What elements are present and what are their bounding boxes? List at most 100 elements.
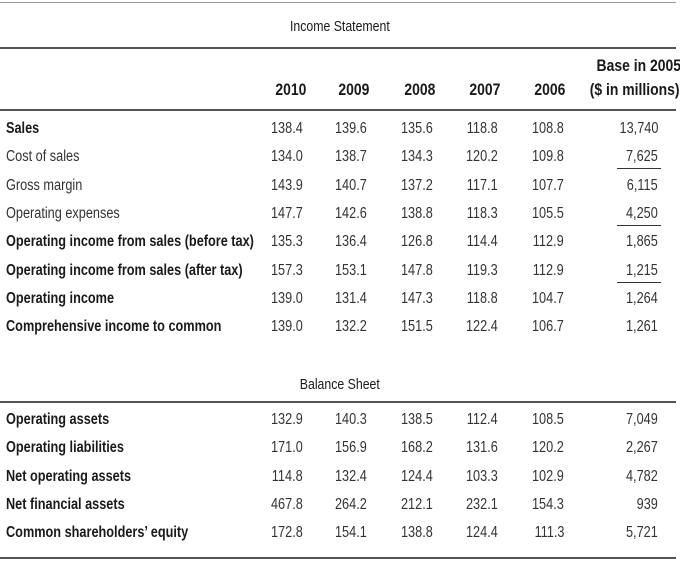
value-cell: 147.3 [401,289,433,307]
column-header-2010: 2010 [275,80,307,99]
value-cell: 103.3 [466,467,498,485]
value-cell: 131.4 [335,289,367,307]
table-row: Operating liabilities 171.0 156.9 168.2 131.… [0,437,680,459]
value-cell: 138.8 [401,524,433,542]
value-cell: 142.6 [335,204,367,222]
value-cell: 102.9 [532,467,564,485]
base-value-cell: 4,782 [626,467,658,485]
value-cell: 118.8 [467,289,498,307]
value-cell: 140.3 [335,411,367,428]
table-row: Gross margin 143.9 140.7 137.2 117.1 107.7 6,1… [0,175,680,197]
value-cell: 139.6 [335,120,367,137]
base-header-line1: Base in 2005 [596,56,680,75]
value-cell: 212.1 [401,495,433,513]
value-cell: 156.9 [335,439,367,457]
row-label: Comprehensive income to common [6,318,222,336]
value-cell: 131.6 [466,439,498,457]
base-header-line2: ($ in millions) [589,80,680,99]
value-cell: 140.7 [335,176,367,194]
base-value-cell: 4,250 [626,204,658,222]
table-row: Net financial assets 467.8 264.2 212.1 232.1… [0,494,680,516]
column-header-2009: 2009 [338,80,370,99]
row-label: Operating assets [6,411,110,428]
value-cell: 104.7 [532,289,564,307]
table-row: Operating expenses 147.7 142.6 138.8 118.3 10… [0,203,680,225]
table-row: Common shareholders’ equity 172.8 154.1 138… [0,522,680,544]
row-label: Common shareholders’ equity [6,524,189,542]
base-value-cell: 5,721 [626,524,658,542]
balance-sheet-rule [0,401,676,403]
value-cell: 135.3 [271,233,303,251]
value-cell: 171.0 [271,439,303,457]
value-cell: 172.8 [271,524,303,542]
row-label: Operating income from sales (before tax) [6,233,254,251]
table-row: Operating assets 132.9 140.3 138.5 112.4 108.… [0,409,680,431]
value-cell: 132.4 [335,467,367,485]
row-label: Net financial assets [6,495,125,513]
value-cell: 134.3 [401,148,433,166]
row-label: Sales [6,120,40,137]
base-value-cell: 1,261 [626,318,658,336]
value-cell: 132.2 [335,318,367,336]
value-cell: 151.5 [401,318,433,336]
value-cell: 118.3 [467,204,498,222]
value-cell: 467.8 [271,495,303,513]
table-row: Sales 138.4 139.6 135.6 118.8 108.8 13,740 [0,118,680,140]
table-row: Operating income from sales (before tax)… [0,231,680,253]
balance-sheet-title: Balance Sheet [299,376,380,393]
value-cell: 120.2 [466,148,498,166]
row-label: Net operating assets [6,467,132,485]
value-cell: 117.1 [467,176,498,194]
value-cell: 108.8 [532,120,564,137]
table-row: Net operating assets 114.8 132.4 124.4 103.3… [0,466,680,488]
value-cell: 120.2 [532,439,564,457]
base-value-cell: 1,264 [626,289,658,307]
row-label: Operating expenses [6,204,120,222]
value-cell: 118.8 [467,120,498,137]
value-cell: 114.8 [272,467,303,485]
value-cell: 147.8 [401,261,433,279]
value-cell: 112.4 [467,411,498,428]
base-value-cell: 939 [636,495,658,513]
value-cell: 264.2 [335,495,367,513]
value-cell: 105.5 [532,204,564,222]
base-value-cell: 2,267 [626,439,658,457]
base-value-cell: 6,115 [627,176,658,194]
column-header-2008: 2008 [404,80,436,99]
value-cell: 124.4 [466,524,498,542]
column-header-2006: 2006 [534,80,566,99]
table-row: Cost of sales 134.0 138.7 134.3 120.2 109.8 7,… [0,146,680,168]
value-cell: 126.8 [401,233,433,251]
base-value-cell: 7,049 [626,411,658,428]
value-cell: 137.2 [401,176,433,194]
base-value-cell: 1,215 [626,261,658,279]
value-cell: 106.7 [532,318,564,336]
row-label: Operating liabilities [6,439,124,457]
value-cell: 132.9 [271,411,303,428]
value-cell: 111.3 [534,524,564,542]
value-cell: 232.1 [466,495,498,513]
value-cell: 119.3 [467,261,498,279]
value-cell: 114.4 [467,233,498,251]
column-header-2007: 2007 [469,80,501,99]
base-value-cell: 13,740 [619,120,658,137]
value-cell: 168.2 [401,439,433,457]
top-rule [0,2,676,3]
value-cell: 157.3 [271,261,303,279]
row-label: Cost of sales [6,148,80,166]
value-cell: 136.4 [335,233,367,251]
value-cell: 122.4 [466,318,498,336]
base-value-cell: 7,625 [626,148,658,166]
value-cell: 135.6 [401,120,433,137]
base-value-cell: 1,865 [626,233,658,251]
table-row: Comprehensive income to common 139.0 132.2… [0,316,680,338]
value-cell: 154.1 [335,524,367,542]
value-cell: 138.7 [335,148,367,166]
value-cell: 138.8 [401,204,433,222]
value-cell: 134.0 [271,148,303,166]
income-statement-title: Income Statement [290,18,390,35]
row-label: Operating income from sales (after tax) [6,261,243,279]
subtotal-rule [617,224,661,226]
table-row: Operating income from sales (after tax) 1… [0,260,680,282]
bottom-rule [0,557,676,559]
